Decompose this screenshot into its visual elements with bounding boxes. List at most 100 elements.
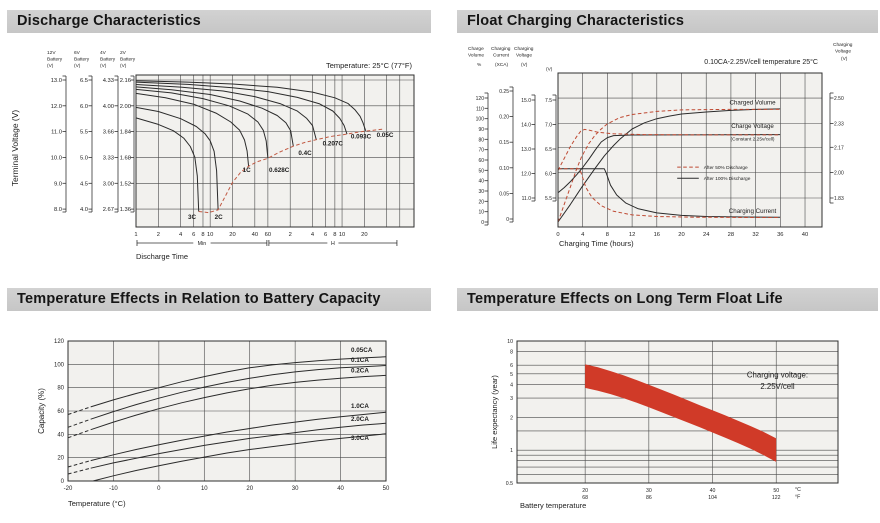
svg-text:8: 8 xyxy=(201,232,204,238)
svg-text:(V): (V) xyxy=(74,63,81,69)
svg-text:0: 0 xyxy=(481,220,484,226)
svg-text:1.83: 1.83 xyxy=(834,196,844,202)
svg-text:6: 6 xyxy=(510,363,513,369)
svg-text:°F: °F xyxy=(795,495,800,501)
svg-text:Min: Min xyxy=(198,241,207,247)
svg-text:6.0: 6.0 xyxy=(545,172,552,178)
svg-text:122: 122 xyxy=(772,495,781,501)
svg-text:5.5: 5.5 xyxy=(80,130,88,136)
svg-text:4.5: 4.5 xyxy=(80,181,88,187)
svg-text:4: 4 xyxy=(581,232,585,238)
svg-text:40: 40 xyxy=(802,232,808,238)
svg-text:10: 10 xyxy=(201,486,208,492)
svg-text:8: 8 xyxy=(510,350,513,356)
svg-text:60: 60 xyxy=(57,409,64,415)
svg-text:2: 2 xyxy=(289,232,292,238)
svg-text:Charged Volume: Charged Volume xyxy=(729,100,776,107)
svg-text:12: 12 xyxy=(629,232,635,238)
svg-text:5.5: 5.5 xyxy=(545,196,552,202)
svg-text:2.0CA: 2.0CA xyxy=(351,416,369,423)
svg-text:12.0: 12.0 xyxy=(521,172,531,178)
svg-text:%: % xyxy=(477,62,482,68)
svg-text:Voltage: Voltage xyxy=(835,49,851,55)
temperature-capacity-chart: -20 -10 0 10 20 30 40 50 0 20 40 60 80 100 120 0.05CA 0.… xyxy=(37,339,390,508)
svg-text:68: 68 xyxy=(582,495,588,501)
svg-text:120: 120 xyxy=(54,339,65,345)
svg-text:1.68: 1.68 xyxy=(120,155,131,161)
svg-text:28: 28 xyxy=(728,232,734,238)
svg-text:Discharge Time: Discharge Time xyxy=(136,252,188,261)
svg-text:Battery temperature: Battery temperature xyxy=(520,501,586,510)
section-title-discharge: Discharge Characteristics xyxy=(7,10,431,33)
svg-text:20: 20 xyxy=(57,456,64,462)
svg-text:Temperature: 25°C (77°F): Temperature: 25°C (77°F) xyxy=(326,61,413,70)
svg-text:6.5: 6.5 xyxy=(80,78,88,84)
svg-text:2.16: 2.16 xyxy=(120,78,131,84)
svg-text:Charging Current: Charging Current xyxy=(729,208,777,215)
svg-text:6: 6 xyxy=(324,232,327,238)
svg-text:0.628C: 0.628C xyxy=(269,167,290,174)
svg-text:7.5: 7.5 xyxy=(545,98,552,104)
svg-text:Charge Voltage: Charge Voltage xyxy=(731,123,774,130)
svg-text:3.33: 3.33 xyxy=(103,155,114,161)
discharge-characteristics-chart: 1 2 4 6 8 10 20 40 60 2 4 6 8 10 2013.012.011.010.09.0… xyxy=(10,50,415,261)
svg-text:(XCA): (XCA) xyxy=(495,62,508,68)
svg-text:4.0: 4.0 xyxy=(80,207,88,213)
svg-text:70: 70 xyxy=(478,148,484,154)
svg-text:3C: 3C xyxy=(188,214,197,221)
svg-text:40: 40 xyxy=(710,488,716,494)
svg-text:Voltage: Voltage xyxy=(516,53,532,59)
svg-text:After 50% Discharge: After 50% Discharge xyxy=(704,165,748,171)
svg-text:2.00: 2.00 xyxy=(120,104,131,110)
svg-text:8: 8 xyxy=(333,232,336,238)
svg-text:3.0CA: 3.0CA xyxy=(351,435,369,442)
svg-text:7.0: 7.0 xyxy=(545,123,552,129)
svg-text:Capacity (%): Capacity (%) xyxy=(37,388,46,434)
svg-text:32: 32 xyxy=(752,232,758,238)
svg-text:104: 104 xyxy=(708,495,717,501)
svg-text:1: 1 xyxy=(510,448,513,454)
svg-text:Volume: Volume xyxy=(468,53,484,59)
svg-text:(Constant 2.25v/cell): (Constant 2.25v/cell) xyxy=(731,137,775,143)
svg-text:-20: -20 xyxy=(64,486,73,492)
svg-text:Battery: Battery xyxy=(120,57,136,63)
svg-text:2.33: 2.33 xyxy=(834,121,844,127)
svg-text:1.0CA: 1.0CA xyxy=(351,403,369,410)
svg-text:Charging voltage:: Charging voltage: xyxy=(747,371,808,380)
svg-text:20: 20 xyxy=(361,232,367,238)
svg-text:0.207C: 0.207C xyxy=(323,140,344,147)
svg-text:Temperature (°C): Temperature (°C) xyxy=(68,499,126,508)
svg-text:2: 2 xyxy=(157,232,160,238)
svg-text:0.2CA: 0.2CA xyxy=(351,368,369,375)
svg-text:0: 0 xyxy=(157,486,161,492)
svg-text:0.093C: 0.093C xyxy=(351,133,372,140)
svg-text:12.0: 12.0 xyxy=(51,104,62,110)
svg-text:13.0: 13.0 xyxy=(521,147,531,153)
svg-text:4.00: 4.00 xyxy=(103,104,114,110)
svg-text:Charging: Charging xyxy=(833,42,853,48)
svg-text:80: 80 xyxy=(57,386,64,392)
svg-text:2.50: 2.50 xyxy=(834,96,844,102)
section-title-temp-capacity: Temperature Effects in Relation to Batte… xyxy=(7,288,431,311)
svg-text:50: 50 xyxy=(383,486,390,492)
svg-text:50: 50 xyxy=(478,168,484,174)
svg-text:(V): (V) xyxy=(100,63,107,69)
svg-text:3.66: 3.66 xyxy=(103,130,114,136)
svg-text:15.0: 15.0 xyxy=(521,98,531,104)
svg-text:(V): (V) xyxy=(47,63,54,69)
svg-text:20: 20 xyxy=(582,488,588,494)
svg-text:40: 40 xyxy=(478,179,484,185)
svg-text:16: 16 xyxy=(654,232,660,238)
svg-text:10: 10 xyxy=(207,232,213,238)
svg-text:6V: 6V xyxy=(74,50,81,56)
svg-text:6: 6 xyxy=(192,232,195,238)
svg-text:0.15: 0.15 xyxy=(499,140,509,146)
svg-text:0.4C: 0.4C xyxy=(298,150,312,157)
svg-text:5.0: 5.0 xyxy=(80,155,88,161)
svg-text:86: 86 xyxy=(646,495,652,501)
svg-text:3: 3 xyxy=(510,396,513,402)
svg-text:(V): (V) xyxy=(120,63,127,69)
svg-text:Life expectancy (year): Life expectancy (year) xyxy=(490,375,499,449)
